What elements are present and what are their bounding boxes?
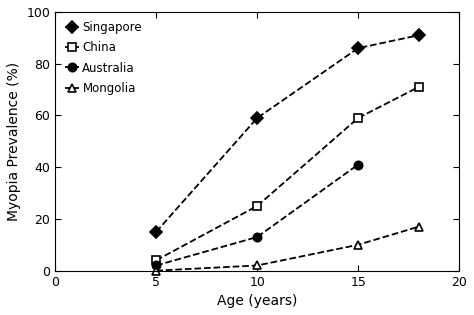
X-axis label: Age (years): Age (years) xyxy=(217,294,297,308)
China xyxy=(154,258,159,262)
Mongolia xyxy=(154,269,159,272)
Line: Mongolia: Mongolia xyxy=(152,222,423,275)
Singapore xyxy=(154,230,159,234)
China xyxy=(356,116,361,120)
China xyxy=(255,204,260,208)
Line: Singapore: Singapore xyxy=(152,31,423,236)
China xyxy=(416,85,421,89)
Mongolia xyxy=(255,264,260,267)
Australia xyxy=(356,163,361,166)
Singapore xyxy=(255,116,260,120)
Australia xyxy=(255,235,260,239)
Australia xyxy=(154,264,159,267)
Line: Australia: Australia xyxy=(152,160,362,270)
Legend: Singapore, China, Australia, Mongolia: Singapore, China, Australia, Mongolia xyxy=(61,18,146,98)
Mongolia xyxy=(356,243,361,247)
Singapore xyxy=(416,33,421,37)
Mongolia xyxy=(416,225,421,229)
Y-axis label: Myopia Prevalence (%): Myopia Prevalence (%) xyxy=(7,62,21,221)
Singapore xyxy=(356,46,361,50)
Line: China: China xyxy=(152,83,423,265)
